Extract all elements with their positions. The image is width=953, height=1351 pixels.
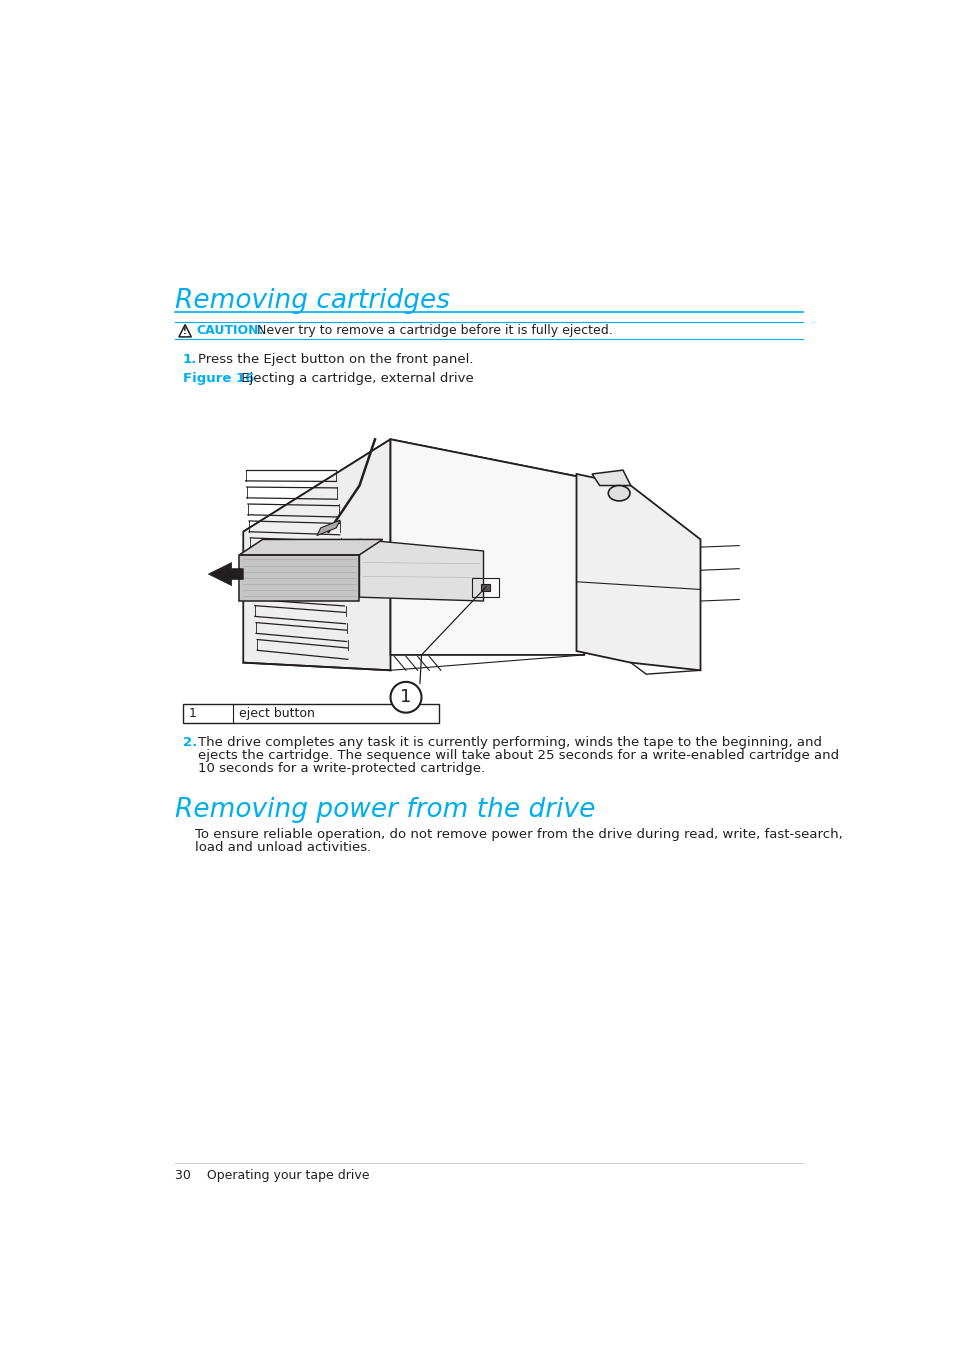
Text: 1.: 1.	[183, 353, 197, 366]
Polygon shape	[316, 520, 340, 535]
Text: ejects the cartridge. The sequence will take about 25 seconds for a write-enable: ejects the cartridge. The sequence will …	[198, 748, 839, 762]
Text: 30    Operating your tape drive: 30 Operating your tape drive	[174, 1169, 369, 1182]
Polygon shape	[239, 539, 382, 555]
Polygon shape	[576, 474, 700, 670]
Polygon shape	[243, 439, 390, 670]
Polygon shape	[239, 555, 359, 601]
Text: 2.: 2.	[183, 736, 197, 748]
Text: Removing power from the drive: Removing power from the drive	[174, 797, 595, 823]
Text: To ensure reliable operation, do not remove power from the drive during read, wr: To ensure reliable operation, do not rem…	[195, 828, 842, 842]
Polygon shape	[390, 439, 583, 655]
Text: eject button: eject button	[239, 707, 314, 720]
Text: Press the Eject button on the front panel.: Press the Eject button on the front pane…	[198, 353, 474, 366]
Text: load and unload activities.: load and unload activities.	[195, 842, 371, 854]
Text: 10 seconds for a write-protected cartridge.: 10 seconds for a write-protected cartrid…	[198, 762, 485, 775]
Bar	[183, 704, 438, 723]
Bar	[472, 578, 498, 597]
Text: Ejecting a cartridge, external drive: Ejecting a cartridge, external drive	[236, 372, 474, 385]
Text: !: !	[183, 327, 187, 336]
Text: 1: 1	[189, 707, 196, 720]
Text: Removing cartridges: Removing cartridges	[174, 288, 450, 313]
Bar	[480, 584, 490, 590]
Polygon shape	[208, 562, 243, 585]
Polygon shape	[359, 539, 483, 601]
Text: The drive completes any task it is currently performing, winds the tape to the b: The drive completes any task it is curre…	[198, 736, 821, 748]
Ellipse shape	[608, 485, 629, 501]
Text: 1: 1	[400, 688, 412, 707]
Polygon shape	[592, 470, 630, 485]
Text: CAUTION:: CAUTION:	[196, 324, 264, 338]
Text: Never try to remove a cartridge before it is fully ejected.: Never try to remove a cartridge before i…	[257, 324, 613, 338]
Circle shape	[390, 682, 421, 713]
Polygon shape	[243, 439, 583, 570]
Text: Figure 16: Figure 16	[183, 372, 253, 385]
